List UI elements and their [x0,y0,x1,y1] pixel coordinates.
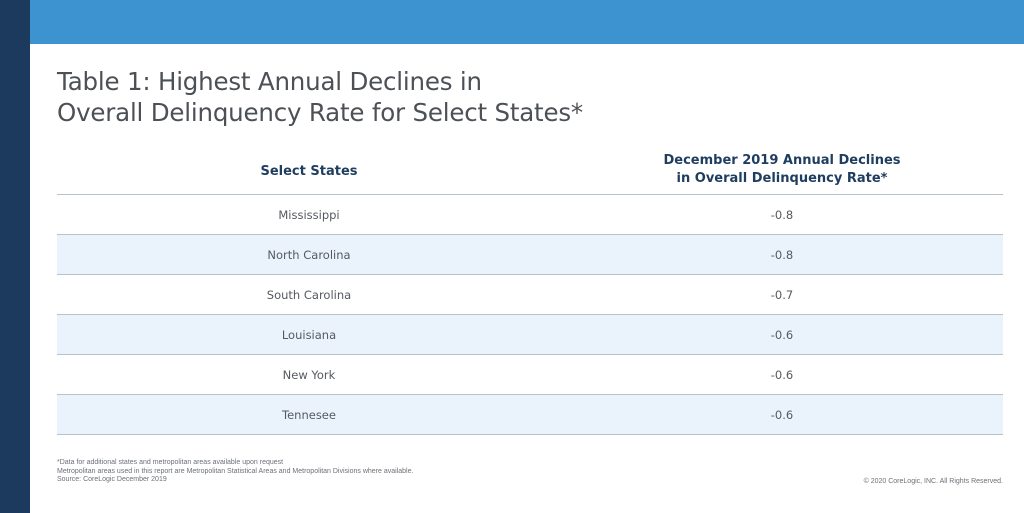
value-cell: -0.6 [770,327,794,342]
footnote-data-availability: *Data for additional states and metropol… [57,459,284,466]
value-cell: -0.8 [770,247,794,262]
state-cell: Mississippi [278,207,340,222]
table-header: Select States December 2019 Annual Decli… [57,148,1003,195]
top-accent-bar [30,0,1024,44]
footnote-metro-areas: Metropolitan areas used in this report a… [57,467,414,475]
column-header-declines-line-1: December 2019 Annual Declines [663,153,901,168]
table-row: Louisiana -0.6 [57,315,1003,355]
state-cell: Tennesee [282,407,336,422]
table-row: Tennesee -0.6 [57,395,1003,435]
footnotes: *Data for additional states and metropol… [57,459,657,485]
page-title: Table 1: Highest Annual Declines in Over… [57,66,757,128]
title-line-1: Table 1: Highest Annual Declines in [57,67,482,96]
copyright-notice: © 2020 CoreLogic, INC. All Rights Reserv… [863,478,1003,485]
value-cell: -0.6 [770,367,794,382]
title-line-2: Overall Delinquency Rate for Select Stat… [57,98,583,127]
value-cell: -0.8 [770,207,794,222]
value-cell: -0.6 [770,407,794,422]
column-header-states: Select States [260,164,358,179]
state-cell: Louisiana [281,327,337,342]
table-row: South Carolina -0.7 [57,275,1003,315]
table-row: New York -0.6 [57,355,1003,395]
state-cell: South Carolina [266,287,352,302]
column-header-declines: December 2019 Annual Declines in Overall… [561,148,1003,194]
footnote-source: Source: CoreLogic December 2019 [57,476,167,483]
value-cell: -0.7 [770,287,794,302]
state-cell: New York [282,367,336,382]
delinquency-table: Select States December 2019 Annual Decli… [57,148,1003,435]
state-cell: North Carolina [267,247,351,262]
table-row: North Carolina -0.8 [57,235,1003,275]
left-accent-bar [0,0,30,513]
column-header-declines-line-2: in Overall Delinquency Rate* [676,171,888,186]
table-row: Mississippi -0.8 [57,195,1003,235]
